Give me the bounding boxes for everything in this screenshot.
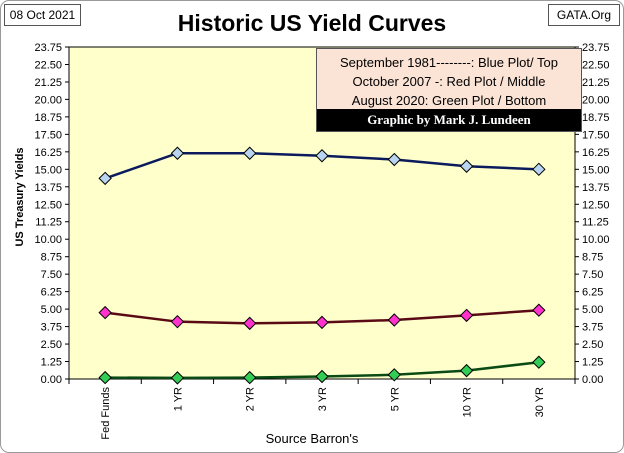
series-0-point (243, 146, 257, 160)
y-tick-label-right: 7.50 (582, 269, 603, 281)
series-2-point (243, 370, 257, 385)
y-tick-label-left: 11.25 (35, 217, 62, 229)
series-0-point (315, 149, 329, 163)
series-0-point (170, 146, 185, 160)
x-tick-label: 1 YR (172, 387, 184, 411)
y-tick-label-left: 18.75 (34, 112, 62, 124)
y-tick-label-left: 12.50 (34, 199, 62, 211)
legend-line-1981: September 1981--------: Blue Plot/ Top (340, 55, 558, 70)
series-1-point (532, 303, 546, 317)
y-tick-label-left: 17.50 (34, 129, 62, 141)
x-axis-label: Source Barron's (265, 431, 359, 446)
y-tick-label-left: 21.25 (34, 77, 62, 89)
x-tick-label: 2 YR (245, 387, 257, 411)
y-tick-label-left: 3.75 (41, 322, 62, 334)
legend-line-2020: August 2020: Green Plot / Bottom (351, 93, 547, 108)
y-tick-label-right: 5.00 (582, 304, 603, 316)
series-0-point (532, 162, 546, 177)
series-2-point (315, 369, 329, 384)
series-1-point (98, 305, 112, 320)
x-tick-label: Fed Funds (100, 387, 112, 440)
y-tick-label-left: 1.25 (41, 357, 62, 369)
y-tick-label-right: 17.50 (582, 129, 610, 141)
series-2-point (98, 370, 112, 385)
y-tick-label-left: 5.00 (41, 304, 62, 316)
y-tick-label-right: 18.75 (582, 112, 610, 124)
y-tick-label-left: 6.25 (41, 287, 62, 299)
series-2-point (170, 371, 185, 385)
series-2-point (532, 355, 546, 369)
series-1-point (459, 308, 474, 323)
y-tick-label-right: 22.50 (582, 59, 610, 71)
y-tick-label-left: 15.00 (34, 164, 62, 176)
y-tick-label-left: 22.50 (34, 59, 62, 71)
y-tick-label-right: 3.75 (582, 322, 603, 334)
series-1-point (315, 315, 329, 330)
y-tick-label-right: 10.00 (582, 234, 610, 246)
series-1-point (243, 316, 257, 331)
series-2-point (459, 363, 474, 378)
y-tick-label-left: 10.00 (34, 234, 62, 246)
series-2-point (387, 368, 401, 382)
series-1-point (387, 313, 401, 327)
y-tick-label-right: 6.25 (582, 287, 603, 299)
x-tick-label: 3 YR (317, 387, 329, 411)
chart-title: Historic US Yield Curves (177, 10, 447, 36)
series-0-point (387, 152, 401, 167)
y-tick-label-left: 0.00 (41, 374, 62, 386)
y-tick-label-right: 1.25 (582, 357, 603, 369)
y-tick-label-right: 12.50 (582, 199, 610, 211)
y-tick-label-left: 20.00 (34, 94, 62, 106)
y-tick-label-right: 11.25 (582, 217, 609, 229)
y-tick-label-right: 2.50 (582, 339, 603, 351)
series-0-point (459, 159, 474, 173)
y-axis-label: US Treasury Yields (14, 147, 26, 247)
legend-line-2007: October 2007 -: Red Plot / Middle (352, 74, 546, 89)
y-tick-label-left: 8.75 (41, 252, 62, 264)
y-tick-label-left: 13.75 (34, 182, 62, 194)
credit-bar: Graphic by Mark J. Lundeen (317, 109, 581, 131)
y-tick-label-right: 0.00 (582, 374, 603, 386)
y-tick-label-right: 15.00 (582, 164, 610, 176)
y-tick-label-right: 20.00 (582, 94, 610, 106)
x-tick-label: 10 YR (462, 387, 474, 417)
y-tick-label-right: 8.75 (582, 252, 603, 264)
series-1-point (170, 314, 185, 329)
y-tick-label-right: 13.75 (582, 182, 610, 194)
x-tick-label: 30 YR (534, 387, 546, 417)
y-tick-label-left: 2.50 (41, 339, 62, 351)
date-label: 08 Oct 2021 (4, 4, 81, 26)
legend-box: September 1981--------: Blue Plot/ Top O… (316, 48, 582, 132)
x-tick-label: 5 YR (389, 387, 401, 411)
y-tick-label-right: 23.75 (582, 42, 610, 54)
y-tick-label-left: 7.50 (41, 269, 62, 281)
source-label: GATA.Org (548, 4, 620, 26)
series-0-point (98, 171, 112, 186)
y-tick-label-left: 16.25 (34, 147, 62, 159)
y-tick-label-left: 23.75 (34, 42, 62, 54)
y-tick-label-right: 16.25 (582, 147, 610, 159)
y-tick-label-right: 21.25 (582, 77, 610, 89)
